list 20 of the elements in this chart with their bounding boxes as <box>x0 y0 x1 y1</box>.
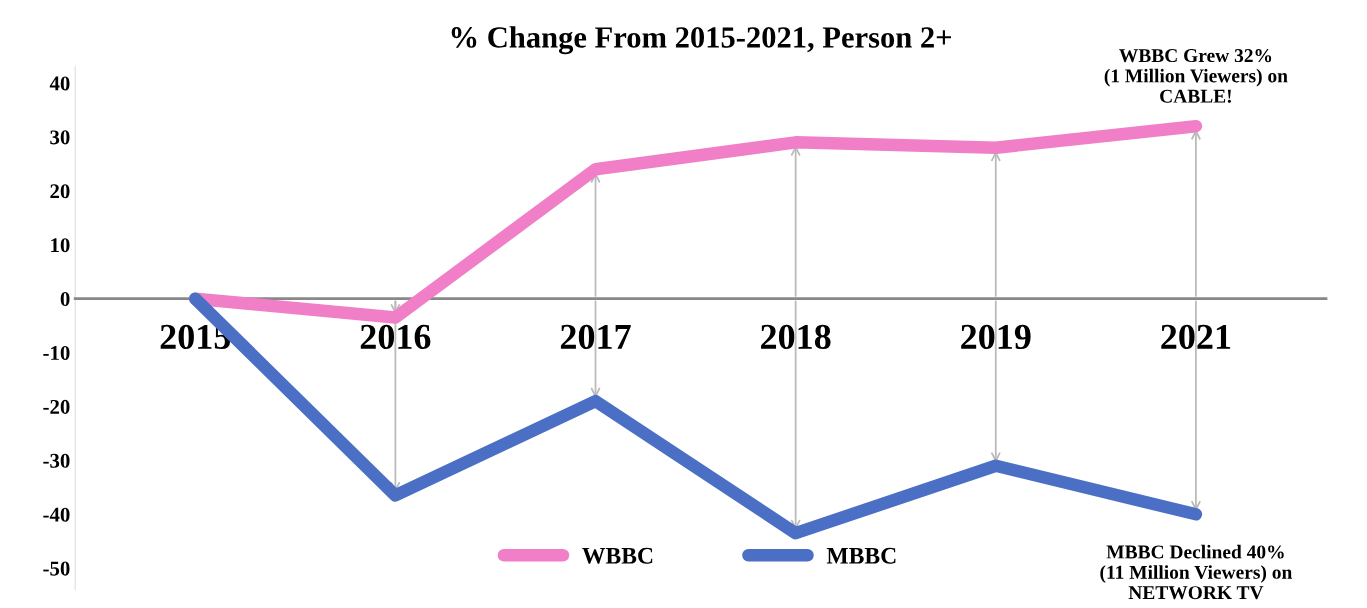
x-tick-label: 2019 <box>961 324 1031 350</box>
y-tick-label: 10 <box>51 238 70 253</box>
x-tick-label: 2016 <box>360 324 431 350</box>
x-tick-label: 2018 <box>761 324 831 350</box>
annotation: WBBC Grew 32% (1 Million Viewers) on CABLE! <box>1104 49 1288 103</box>
y-tick-label: -20 <box>43 399 70 414</box>
y-tick-label: -40 <box>43 507 70 522</box>
y-tick-label: 40 <box>49 76 70 91</box>
legend-label: MBBC <box>826 547 896 564</box>
chart-title: % Change From 2015-2021, Person 2+ <box>451 26 951 55</box>
y-tick-label: 0 <box>60 292 70 307</box>
legend-label: WBBC <box>582 547 653 564</box>
annotation: MBBC Declined 40% (11 Million Viewers) on NETWORK TV <box>1100 544 1293 600</box>
y-tick-label: -10 <box>43 345 70 361</box>
y-tick-label: -30 <box>43 453 70 468</box>
x-tick-label: 2021 <box>1161 324 1231 350</box>
y-tick-label: 30 <box>50 130 70 145</box>
y-tick-label: 20 <box>50 184 70 199</box>
y-tick-label: -50 <box>43 561 70 576</box>
x-tick-label: 2017 <box>560 324 631 350</box>
